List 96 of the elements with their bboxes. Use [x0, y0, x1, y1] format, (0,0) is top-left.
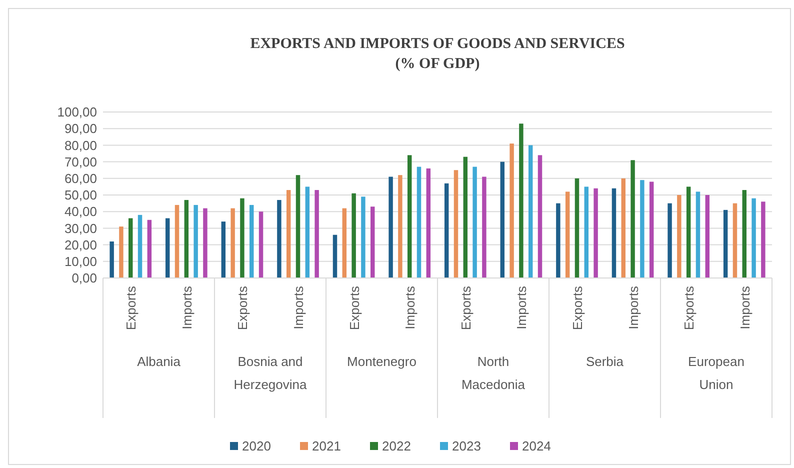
y-tick-label: 40,00 — [64, 204, 97, 220]
x-tick-label: Exports — [458, 286, 474, 330]
bar — [352, 193, 356, 278]
bar — [752, 198, 756, 278]
y-tick-label: 10,00 — [64, 254, 97, 269]
x-tick-label: Imports — [737, 286, 752, 330]
bar — [761, 202, 766, 278]
bar — [565, 192, 570, 278]
y-tick-label: 30,00 — [64, 220, 97, 236]
bar — [174, 204, 180, 278]
bar — [556, 203, 560, 278]
bar — [286, 190, 291, 278]
bar — [630, 160, 635, 278]
bar — [686, 186, 691, 278]
bar — [677, 195, 682, 278]
y-tick-label: 0,00 — [72, 270, 97, 286]
bar — [138, 214, 142, 278]
legend-label: 2022 — [382, 438, 411, 454]
bar — [584, 186, 589, 278]
bar — [426, 168, 431, 278]
bar — [361, 196, 366, 278]
bar — [184, 200, 189, 278]
y-tick-label: 20,00 — [64, 237, 97, 252]
bar — [128, 218, 133, 278]
bar — [649, 182, 654, 278]
bar — [258, 212, 264, 278]
bar — [240, 198, 244, 278]
x-tick-label: Imports — [179, 286, 194, 330]
chart-title: EXPORTS AND IMPORTS OF GOODS AND SERVICES — [250, 36, 625, 52]
x-tick-label: Exports — [570, 286, 585, 330]
bar — [538, 155, 542, 278]
bar — [388, 176, 393, 278]
bar — [342, 208, 347, 278]
x-tick-label: Imports — [402, 286, 418, 330]
bar — [165, 218, 170, 278]
bar — [640, 180, 644, 278]
bar — [398, 175, 402, 278]
bar — [314, 190, 319, 278]
text: Serbia — [586, 354, 624, 369]
bar — [668, 203, 672, 278]
bar — [416, 166, 422, 278]
bar — [705, 195, 710, 278]
bar — [519, 124, 524, 278]
y-tick-label: 70,00 — [64, 154, 97, 170]
text: North Macedonia — [461, 354, 526, 392]
x-tick-label: Exports — [124, 286, 139, 330]
x-tick-label: Exports — [235, 286, 250, 330]
bar — [621, 178, 626, 278]
bar — [250, 204, 254, 278]
bar — [230, 208, 235, 278]
bar — [594, 188, 598, 278]
text: Bosnia and Herzegovina — [234, 354, 308, 392]
legend-label: 2021 — [312, 438, 341, 454]
y-tick-label: 60,00 — [64, 170, 97, 186]
y-tick-label: 100,00 — [57, 104, 97, 120]
bar — [203, 208, 208, 278]
text: Montenegro — [347, 354, 416, 369]
legend-label: 2020 — [242, 438, 271, 454]
legend-label: 2023 — [452, 438, 481, 454]
text: Albania — [137, 354, 182, 369]
bar — [221, 222, 226, 278]
chart-subtitle: (% OF GDP) — [395, 56, 480, 72]
bar — [194, 204, 198, 278]
x-tick-label: Imports — [626, 286, 641, 330]
bar — [454, 170, 458, 278]
y-tick-label: 90,00 — [64, 121, 97, 136]
bar — [277, 200, 282, 278]
bar — [370, 206, 375, 278]
legend-label: 2024 — [522, 438, 551, 454]
bar — [110, 241, 114, 278]
x-tick-label: Imports — [291, 286, 306, 330]
bar — [732, 203, 738, 278]
bar — [482, 176, 486, 278]
x-tick-label: Exports — [682, 286, 697, 330]
bar — [305, 186, 310, 278]
bar — [574, 178, 580, 278]
bar — [463, 156, 468, 278]
bar — [500, 162, 505, 278]
x-tick-label: Imports — [514, 286, 530, 330]
text: European Union — [688, 354, 744, 392]
bar — [528, 145, 533, 278]
bar — [147, 220, 152, 278]
y-tick-label: 50,00 — [64, 188, 97, 203]
bar — [472, 166, 477, 278]
bar — [723, 210, 728, 278]
bar — [332, 234, 338, 278]
bar — [696, 192, 700, 278]
bar — [296, 175, 300, 278]
x-tick-label: Exports — [346, 286, 362, 330]
bar — [612, 188, 616, 278]
y-tick-label: 80,00 — [64, 138, 97, 153]
bar — [742, 190, 746, 278]
bar — [119, 226, 124, 278]
bar — [407, 155, 412, 278]
bar — [510, 144, 514, 278]
bar — [444, 183, 449, 278]
